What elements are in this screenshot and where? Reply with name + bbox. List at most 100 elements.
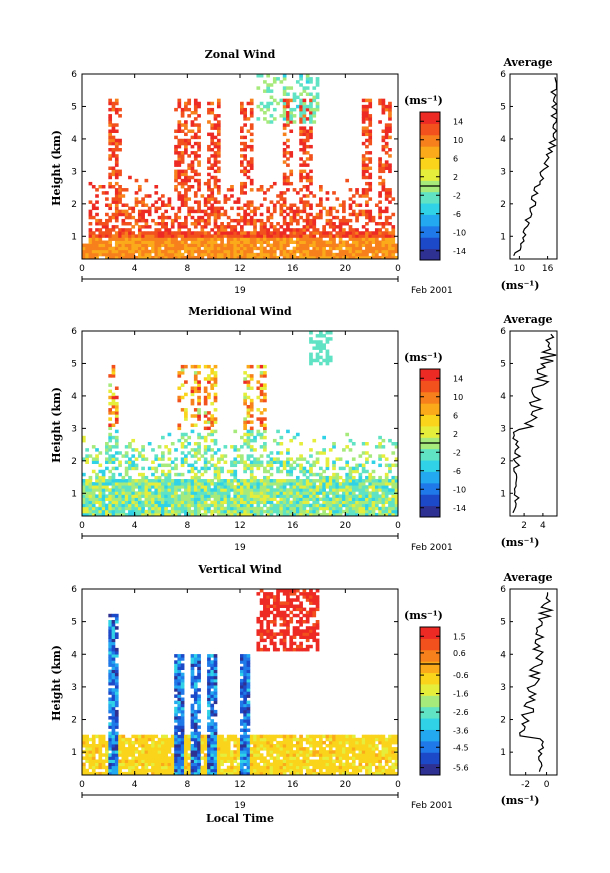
heat-cell — [309, 454, 313, 458]
heat-cell — [154, 249, 159, 254]
heat-cell — [128, 768, 132, 773]
heat-cell — [187, 500, 192, 505]
heat-cell — [190, 488, 195, 492]
heat-cell — [118, 460, 122, 464]
heat-cell — [177, 725, 182, 729]
heat-cell — [243, 485, 247, 489]
heat-cell — [184, 215, 188, 220]
heat-cell — [190, 135, 195, 140]
heat-cell — [207, 753, 211, 757]
heat-cell — [124, 237, 129, 241]
heat-cell — [243, 246, 247, 251]
heat-cell — [193, 700, 198, 705]
heat-cell — [114, 234, 119, 238]
heat-cell — [190, 491, 195, 495]
heat-cell — [151, 509, 155, 514]
heat-cell — [167, 500, 172, 505]
heat-cell — [299, 479, 303, 483]
heat-cell — [164, 762, 168, 767]
heat-cell — [177, 765, 182, 770]
heat-cell — [108, 435, 113, 440]
heat-cell — [91, 249, 96, 254]
heat-cell — [259, 246, 264, 251]
heat-cell — [210, 237, 215, 241]
heat-cell — [328, 482, 333, 486]
heat-cell — [137, 750, 142, 754]
heat-cell — [216, 249, 221, 254]
heat-cell — [144, 488, 149, 492]
heat-cell — [236, 246, 241, 251]
heat-cell — [190, 678, 195, 683]
heat-cell — [147, 747, 152, 751]
heat-cell — [240, 482, 244, 486]
heat-cell — [91, 457, 96, 461]
heat-cell — [197, 497, 201, 501]
heat-cell — [82, 482, 86, 486]
heat-cell — [276, 503, 280, 508]
heat-cell — [170, 494, 175, 498]
heat-cell — [384, 126, 389, 130]
heat-cell — [286, 491, 290, 495]
heat-cell — [351, 231, 356, 235]
average-profile-line — [513, 77, 558, 257]
heat-cell — [322, 231, 326, 235]
heat-cell — [184, 240, 188, 244]
heat-cell — [384, 231, 389, 235]
heat-cell — [236, 737, 241, 742]
heat-cell — [164, 485, 168, 489]
heat-cell — [190, 485, 195, 489]
heat-cell — [243, 141, 247, 146]
heat-cell — [259, 398, 264, 403]
heat-cell — [335, 234, 340, 238]
heat-cell — [289, 463, 294, 468]
heat-cell — [184, 414, 188, 418]
heat-cell — [253, 463, 257, 468]
heat-cell — [180, 482, 185, 486]
heat-cell — [266, 454, 271, 458]
heat-cell — [282, 509, 287, 514]
heat-cell — [286, 234, 290, 238]
heat-cell — [82, 255, 86, 260]
heat-cell — [289, 234, 294, 238]
heat-cell — [193, 678, 198, 683]
heat-cell — [105, 218, 109, 223]
heat-cell — [388, 169, 392, 174]
heat-cell — [187, 768, 192, 773]
heat-cell — [131, 491, 136, 495]
heat-cell — [190, 682, 195, 686]
heat-cell — [114, 756, 119, 760]
heat-cell — [105, 442, 109, 446]
heat-cell — [338, 509, 343, 514]
heat-cell — [210, 482, 215, 486]
heat-cell — [207, 188, 211, 192]
heat-cell — [226, 252, 231, 257]
heat-cell — [292, 92, 297, 96]
heat-cell — [180, 750, 185, 754]
heat-cell — [207, 392, 211, 397]
heat-cell — [174, 255, 178, 260]
heat-cell — [213, 725, 218, 729]
heat-cell — [164, 472, 168, 477]
heat-cell — [141, 472, 145, 477]
heat-cell — [200, 482, 205, 486]
heat-cell — [259, 383, 264, 387]
heat-cell — [141, 506, 145, 511]
heat-cell — [184, 132, 188, 137]
heat-cell — [394, 445, 399, 449]
heat-cell — [355, 463, 359, 468]
heat-cell — [164, 765, 168, 770]
heat-cell — [164, 759, 168, 763]
heat-cell — [177, 685, 182, 689]
heat-cell — [108, 756, 113, 760]
heat-cell — [351, 491, 356, 495]
heat-cell — [328, 509, 333, 514]
heat-cell — [332, 442, 336, 446]
heat-cell — [180, 383, 185, 387]
heat-cell — [309, 80, 313, 84]
heat-cell — [207, 756, 211, 760]
heat-cell — [348, 228, 353, 232]
heat-cell — [338, 222, 343, 226]
heat-cell — [98, 234, 103, 238]
heat-cell — [197, 700, 201, 705]
heat-cell — [322, 500, 326, 505]
